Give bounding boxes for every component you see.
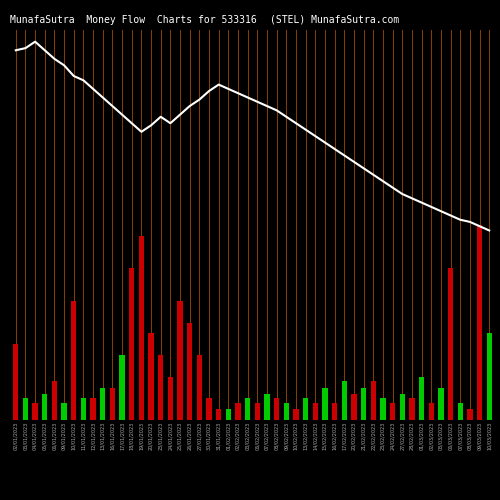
Bar [332,402,338,420]
Bar [158,355,164,420]
Bar [226,409,231,420]
Bar [467,409,472,420]
Bar [254,402,260,420]
Bar [428,402,434,420]
Bar [23,398,28,420]
Bar [129,268,134,420]
Bar [448,268,453,420]
Bar [178,301,182,420]
Bar [274,398,280,420]
Bar [120,355,124,420]
Bar [168,376,173,420]
Bar [81,398,86,420]
Bar [284,402,289,420]
Bar [196,355,202,420]
Bar [486,334,492,420]
Bar [13,344,18,420]
Bar [206,398,212,420]
Bar [352,394,356,420]
Bar [71,301,76,420]
Bar [264,394,270,420]
Bar [361,388,366,420]
Bar [322,388,328,420]
Bar [62,402,67,420]
Bar [342,381,347,420]
Bar [410,398,414,420]
Bar [294,409,298,420]
Bar [187,322,192,420]
Bar [438,388,444,420]
Bar [110,388,115,420]
Bar [312,402,318,420]
Bar [138,236,144,420]
Bar [42,394,48,420]
Bar [52,381,57,420]
Bar [370,381,376,420]
Bar [458,402,463,420]
Bar [303,398,308,420]
Bar [380,398,386,420]
Bar [216,409,222,420]
Text: MunafaSutra  Money Flow  Charts for 533316: MunafaSutra Money Flow Charts for 533316 [10,15,257,25]
Bar [236,402,240,420]
Bar [419,376,424,420]
Text: (STEL) MunafaSutra.com: (STEL) MunafaSutra.com [270,15,399,25]
Bar [390,402,395,420]
Bar [400,394,405,420]
Bar [100,388,105,420]
Bar [245,398,250,420]
Bar [148,334,154,420]
Bar [90,398,96,420]
Bar [32,402,38,420]
Bar [477,225,482,420]
